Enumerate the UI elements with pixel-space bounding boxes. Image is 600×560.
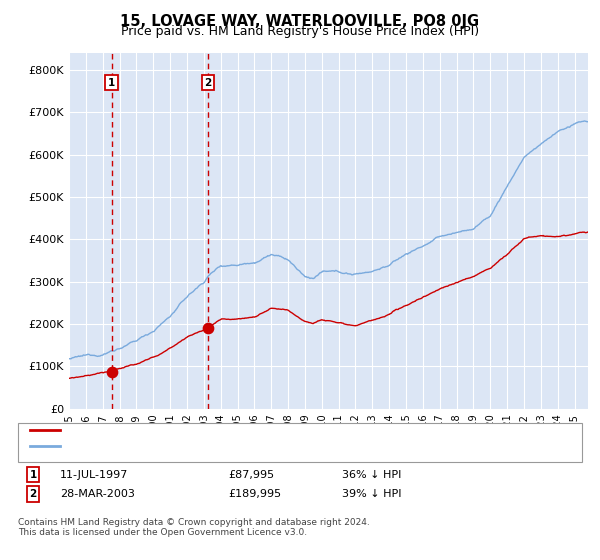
Text: 28-MAR-2003: 28-MAR-2003 <box>60 489 135 499</box>
Text: 36% ↓ HPI: 36% ↓ HPI <box>342 470 401 480</box>
Point <box>203 324 212 333</box>
Text: £189,995: £189,995 <box>228 489 281 499</box>
Text: £87,995: £87,995 <box>228 470 274 480</box>
Point <box>107 367 116 376</box>
Text: 1: 1 <box>108 78 115 88</box>
Text: 15, LOVAGE WAY, WATERLOOVILLE, PO8 0JG: 15, LOVAGE WAY, WATERLOOVILLE, PO8 0JG <box>121 14 479 29</box>
Text: HPI: Average price, detached house, East Hampshire: HPI: Average price, detached house, East… <box>66 441 341 451</box>
Text: 2: 2 <box>29 489 37 499</box>
Text: 11-JUL-1997: 11-JUL-1997 <box>60 470 128 480</box>
Text: 39% ↓ HPI: 39% ↓ HPI <box>342 489 401 499</box>
Text: 1: 1 <box>29 470 37 480</box>
Text: Contains HM Land Registry data © Crown copyright and database right 2024.
This d: Contains HM Land Registry data © Crown c… <box>18 518 370 538</box>
Text: 15, LOVAGE WAY, WATERLOOVILLE, PO8 0JG (detached house): 15, LOVAGE WAY, WATERLOOVILLE, PO8 0JG (… <box>66 425 389 435</box>
Text: 2: 2 <box>204 78 211 88</box>
Text: Price paid vs. HM Land Registry's House Price Index (HPI): Price paid vs. HM Land Registry's House … <box>121 25 479 38</box>
